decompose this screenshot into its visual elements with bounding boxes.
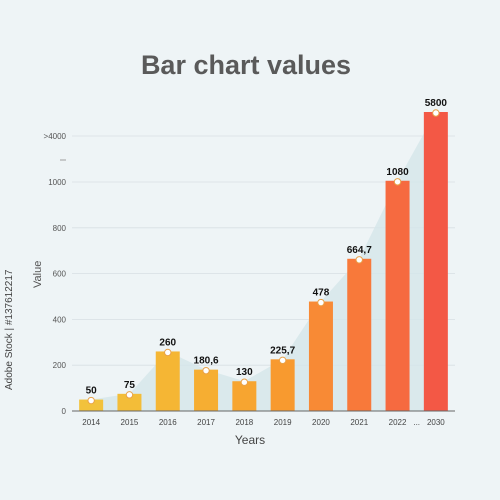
x-axis-label: Years (234, 433, 266, 447)
y-tick-label: 600 (53, 270, 67, 279)
y-tick-label: >4000 (44, 132, 67, 141)
y-tick-label: 400 (53, 315, 67, 324)
x-tick-label: 2017 (197, 418, 215, 427)
x-tick-label: 2014 (82, 418, 100, 427)
bar-2017 (194, 369, 219, 411)
chart-title: Bar chart values (140, 50, 352, 80)
data-label: 180,6 (194, 356, 219, 367)
x-tick-label: 2022 (389, 418, 407, 427)
bar-marker (202, 366, 210, 375)
bar-2014 (79, 399, 104, 411)
bar-marker (278, 356, 287, 365)
x-tick-label: 2016 (159, 418, 177, 427)
data-label: 1080 (386, 167, 409, 178)
bar-marker (125, 391, 134, 399)
data-label: 225,7 (270, 345, 295, 356)
x-tick-label: 2015 (121, 418, 139, 427)
data-label: 478 (313, 288, 330, 299)
bar-2030 (423, 112, 448, 411)
x-tick-label: 2018 (235, 418, 253, 427)
bar-2019 (270, 359, 295, 411)
trend-area (91, 112, 436, 411)
bar-2015 (117, 393, 142, 411)
data-label: 5800 (425, 98, 448, 109)
bar-2021 (347, 258, 372, 411)
y-tick-label: 200 (53, 361, 67, 370)
bar-marker (240, 378, 249, 386)
data-label: 130 (236, 367, 253, 378)
bar-2018 (232, 381, 257, 411)
bar-2016 (155, 351, 180, 411)
bar-marker (164, 348, 172, 357)
bar-2020 (308, 301, 333, 411)
y-axis-label: Value (32, 260, 44, 288)
y-tick-label: 1000 (48, 178, 66, 187)
x-tick-label: 2030 (427, 418, 445, 427)
x-tick-label: 2021 (350, 418, 368, 427)
data-label: 75 (124, 380, 136, 391)
y-tick-label: 800 (53, 224, 67, 233)
bar-marker (355, 256, 363, 264)
bar-marker (393, 178, 402, 186)
bar-marker (87, 396, 95, 405)
x-tick-label: 2020 (312, 418, 330, 427)
data-label: 260 (159, 337, 176, 348)
data-label: 664,7 (347, 245, 372, 256)
y-tick-label: 0 (62, 407, 67, 416)
bar-marker (317, 298, 325, 307)
bar-2022 (385, 180, 410, 411)
axis-break-ellipsis: ... (413, 418, 420, 427)
x-tick-label: 2019 (274, 418, 292, 427)
bar-marker (432, 109, 440, 117)
data-label: 50 (86, 386, 98, 397)
watermark: Adobe Stock | #137612217 (4, 269, 15, 390)
